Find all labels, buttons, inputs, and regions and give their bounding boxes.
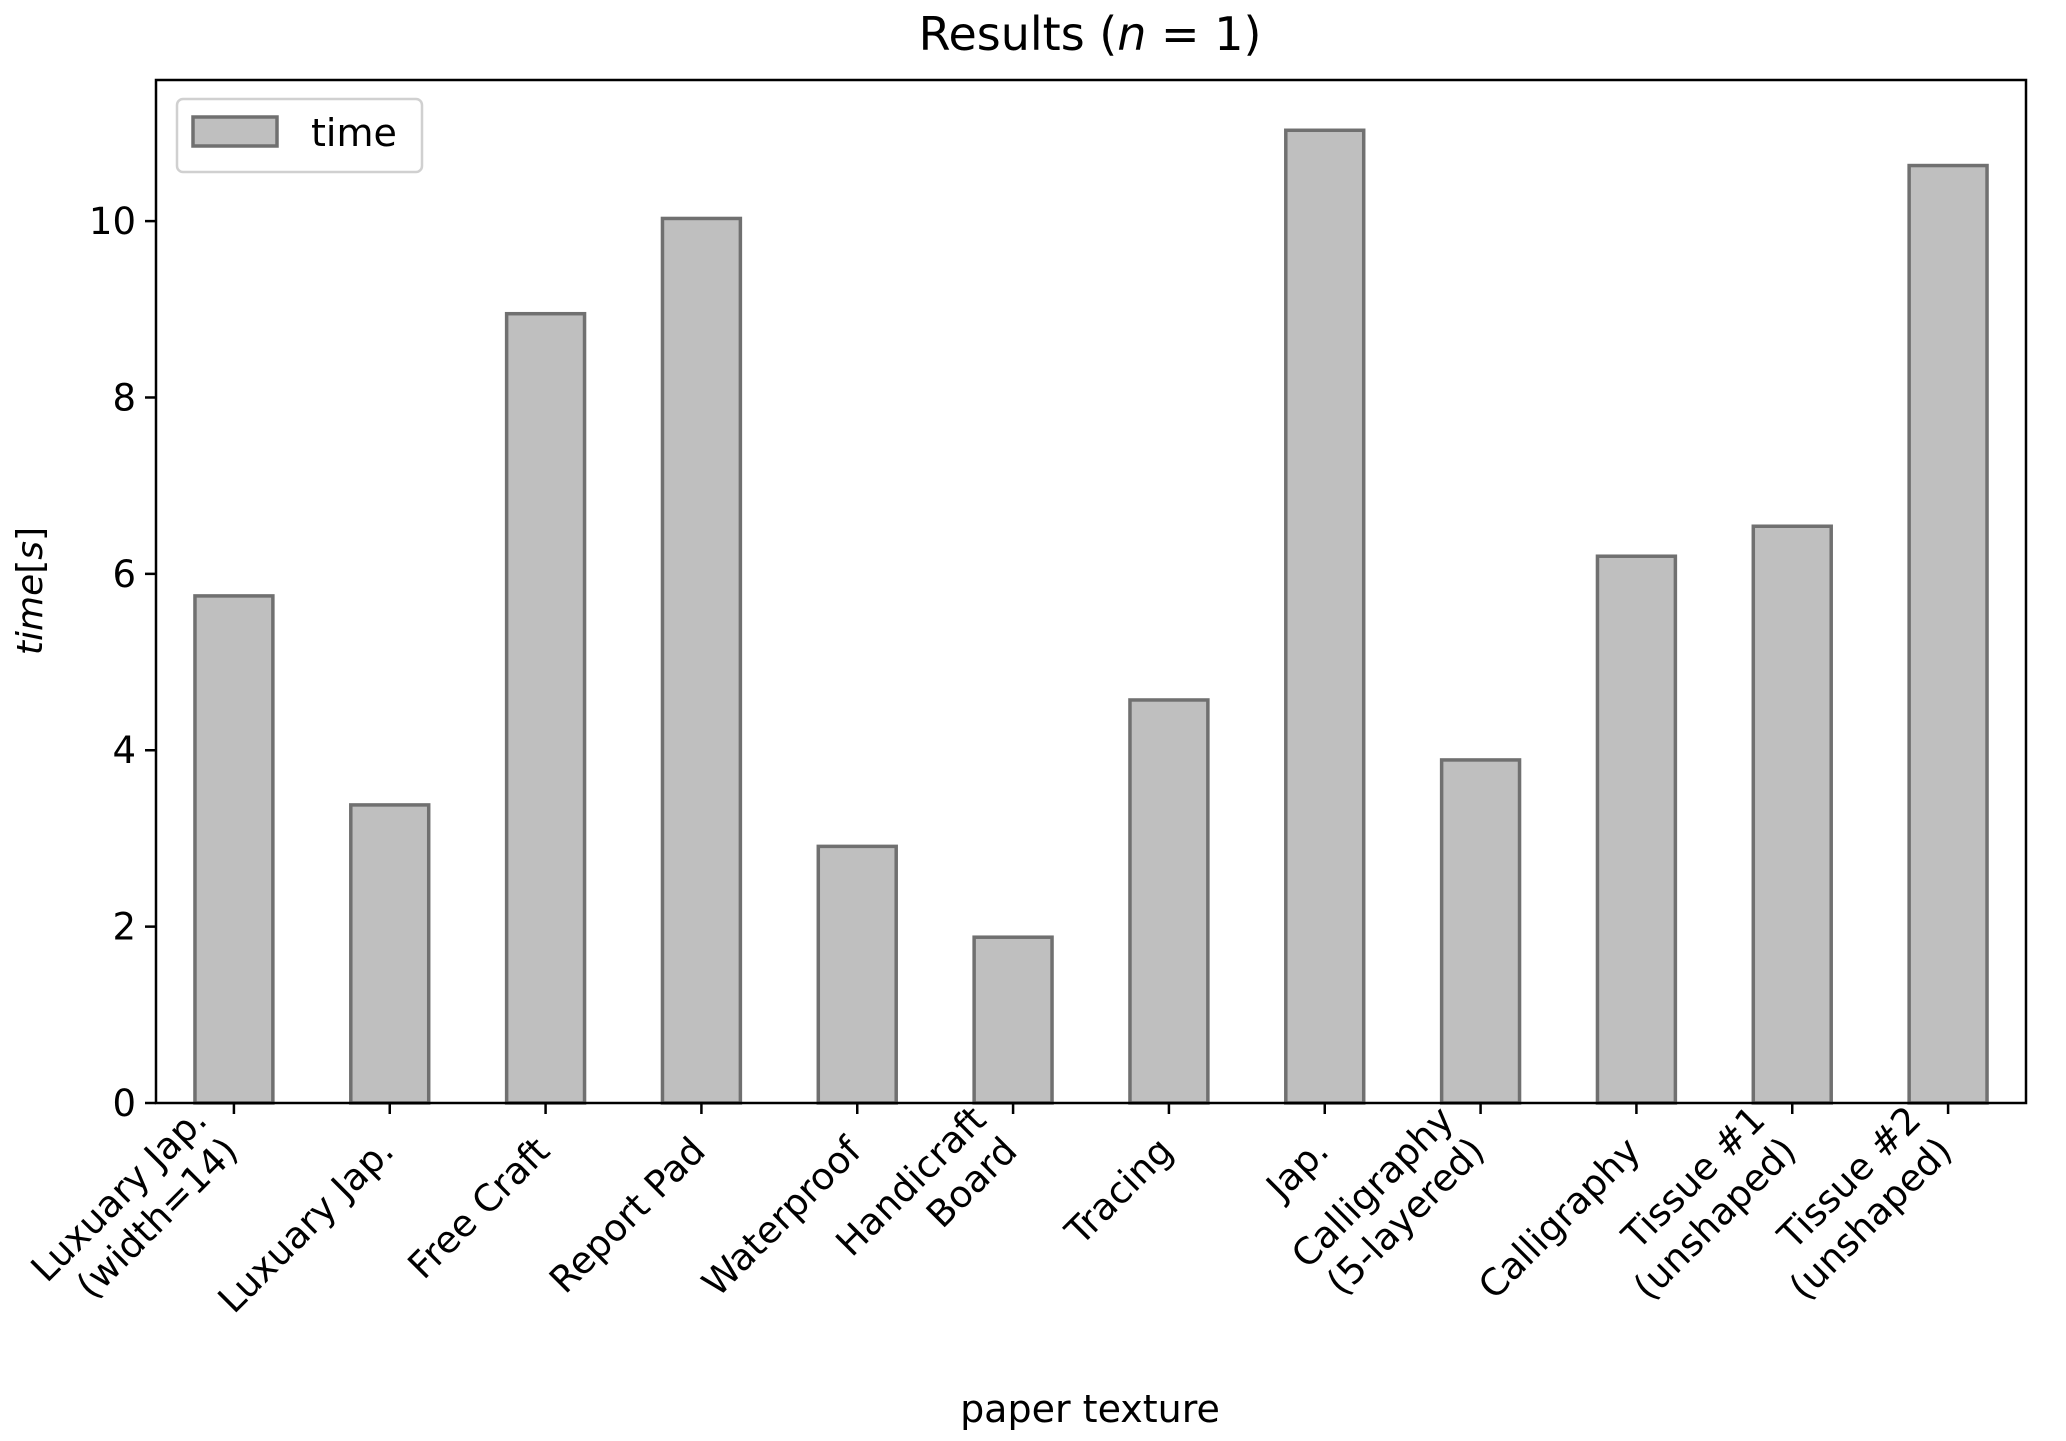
x-tick-label: Calligraphy(5-layered) [1283,1098,1493,1308]
legend-swatch [191,115,279,148]
chart-title-value: 1 [1214,7,1243,61]
legend: time [175,97,424,174]
bar [1907,163,1989,1105]
plot-frame [154,78,2028,1105]
chart-title-prefix: Results ( [919,7,1118,61]
x-tick-label: Jap. [1257,1129,1337,1209]
x-tick-label-line: Waterproof [694,1128,870,1304]
chart-title-suffix: ) [1243,7,1261,61]
x-tick-label: HandicraftBoard [828,1098,1026,1296]
x-tick-label-line: Jap. [1257,1129,1337,1209]
bar [1284,128,1366,1105]
x-tick-label-line: Free Craft [400,1129,558,1287]
x-tick-label: Report Pad [541,1129,714,1302]
bar [660,216,743,1105]
y-tick-label: 0 [112,1082,136,1125]
x-axis-label: paper texture [960,1387,1220,1431]
y-axis-label-close-bracket: ] [10,527,51,541]
x-axis: Luxuary Jap.(width=14)Luxuary Jap.Free C… [23,1098,1961,1322]
bar [1751,524,1833,1105]
bar [1439,758,1522,1105]
x-tick-label: Tracing [1056,1129,1181,1254]
y-tick-label: 2 [112,906,136,949]
y-axis-label-quantity: time [10,574,51,655]
y-tick-label: 6 [112,553,136,596]
x-tick-label: Free Craft [400,1129,558,1287]
bar [1128,698,1210,1105]
y-tick-label: 4 [112,729,136,772]
bars-group [193,128,1989,1105]
bar [1595,554,1678,1105]
bar [349,803,431,1105]
bar [504,311,587,1105]
legend-label: time [311,111,397,155]
chart-title-variable: n [1117,7,1146,61]
x-tick-label: Waterproof [694,1128,870,1304]
x-tick-label-line: Tracing [1056,1129,1181,1254]
x-tick-label-line: Report Pad [541,1129,714,1302]
chart-title: Results (n = 1) [919,7,1262,61]
y-axis-label-unit: s [10,541,51,560]
bar [816,844,898,1105]
y-tick-label: 8 [112,376,136,419]
x-tick-label: Tissue #2(unshaped) [1750,1098,1961,1309]
x-tick-label: Tissue #1(unshaped) [1594,1098,1805,1309]
y-axis-label: time[s] [10,527,51,655]
y-tick-label: 10 [89,200,136,243]
bar [972,935,1054,1105]
y-axis: 0 2 4 6 8 10 [89,200,156,1125]
y-axis-label-open-bracket: [ [10,560,51,574]
bar [193,594,275,1105]
chart-title-operator: = [1146,7,1214,61]
